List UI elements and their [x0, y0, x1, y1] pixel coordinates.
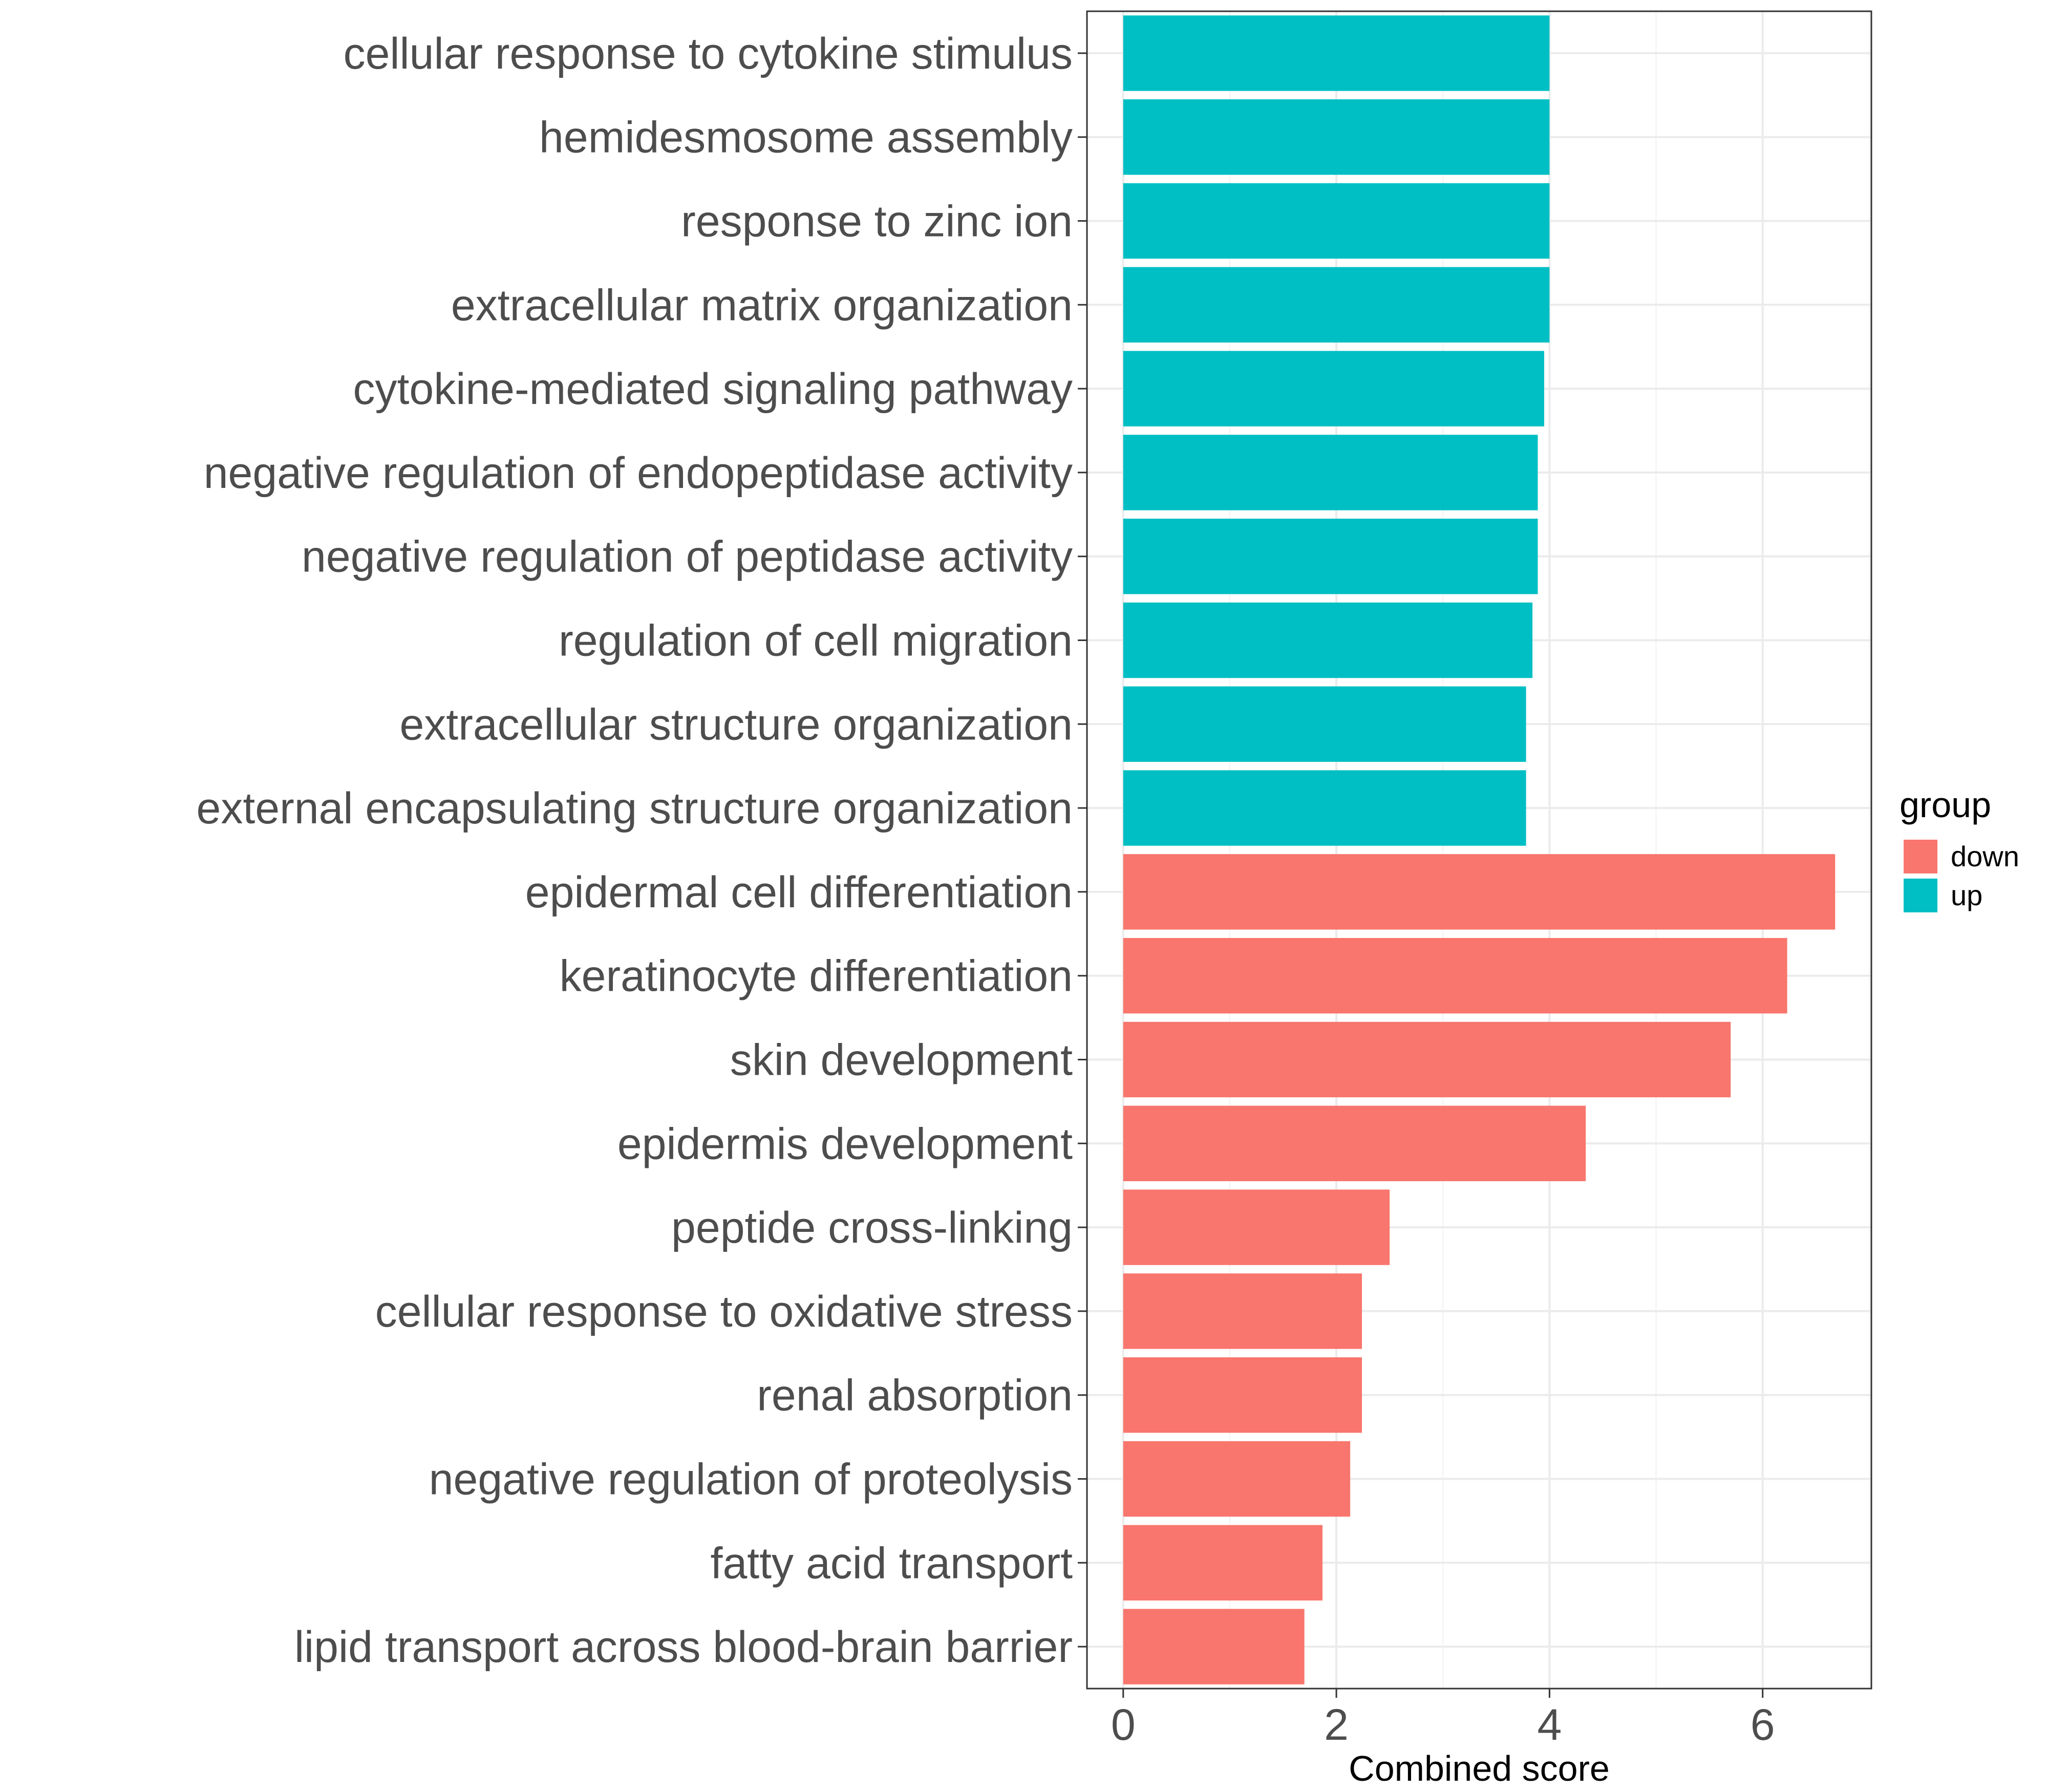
- x-tick-label: 6: [1751, 1700, 1775, 1750]
- category-label: negative regulation of proteolysis: [429, 1455, 1073, 1504]
- legend: group down up: [1900, 785, 2019, 912]
- category-label: skin development: [730, 1036, 1073, 1085]
- category-label: fatty acid transport: [711, 1539, 1073, 1588]
- bar: [1123, 435, 1538, 510]
- category-label: renal absorption: [757, 1371, 1073, 1420]
- plot-panel: [1087, 11, 1871, 1689]
- category-label: cytokine-mediated signaling pathway: [353, 365, 1073, 414]
- plot-border: [1086, 10, 1872, 1690]
- category-label: response to zinc ion: [681, 197, 1073, 246]
- bar: [1123, 267, 1550, 343]
- legend-label: up: [1951, 879, 1982, 911]
- category-label: negative regulation of endopeptidase act…: [204, 449, 1073, 498]
- category-label: external encapsulating structure organiz…: [197, 784, 1073, 833]
- x-axis: 0 2 4 6: [1111, 1689, 1775, 1750]
- y-axis: cellular response to cytokine stimulus he…: [197, 29, 1087, 1672]
- bar: [1123, 1609, 1305, 1684]
- bar: [1123, 1525, 1323, 1601]
- legend-label: down: [1951, 840, 2019, 872]
- bar: [1123, 1021, 1731, 1098]
- legend-key: [1904, 840, 1937, 873]
- category-label: epidermis development: [617, 1119, 1073, 1168]
- bar: [1123, 686, 1526, 762]
- category-label: hemidesmosome assembly: [539, 113, 1073, 162]
- bar: [1123, 1189, 1390, 1265]
- bars: [1123, 15, 1836, 1684]
- category-label: cellular response to cytokine stimulus: [344, 29, 1073, 78]
- x-tick-label: 2: [1324, 1700, 1349, 1750]
- bar: [1123, 1105, 1586, 1182]
- category-label: peptide cross-linking: [671, 1203, 1073, 1252]
- category-label: regulation of cell migration: [559, 616, 1073, 666]
- legend-title: group: [1900, 785, 1991, 825]
- bar: [1123, 351, 1544, 426]
- bar: [1123, 1273, 1362, 1349]
- bar: [1123, 1357, 1362, 1433]
- category-label: cellular response to oxidative stress: [375, 1287, 1073, 1336]
- bar: [1123, 854, 1836, 930]
- x-axis-title: Combined score: [1349, 1748, 1610, 1788]
- x-tick-label: 4: [1537, 1700, 1562, 1750]
- bar: [1123, 1441, 1351, 1517]
- category-label: extracellular matrix organization: [451, 281, 1073, 330]
- bar: [1123, 937, 1787, 1014]
- category-label: keratinocyte differentiation: [560, 952, 1073, 1001]
- x-tick-label: 0: [1111, 1700, 1136, 1750]
- legend-key: [1904, 879, 1937, 912]
- category-label: extracellular structure organization: [399, 700, 1073, 749]
- category-label: epidermal cell differentiation: [525, 868, 1073, 917]
- bar: [1123, 770, 1526, 846]
- bar: [1123, 518, 1538, 594]
- bar: [1123, 99, 1550, 175]
- bar: [1123, 15, 1550, 91]
- bar: [1123, 183, 1550, 259]
- category-label: lipid transport across blood-brain barri…: [294, 1623, 1073, 1672]
- bar: [1123, 602, 1533, 678]
- category-label: negative regulation of peptidase activit…: [302, 532, 1073, 582]
